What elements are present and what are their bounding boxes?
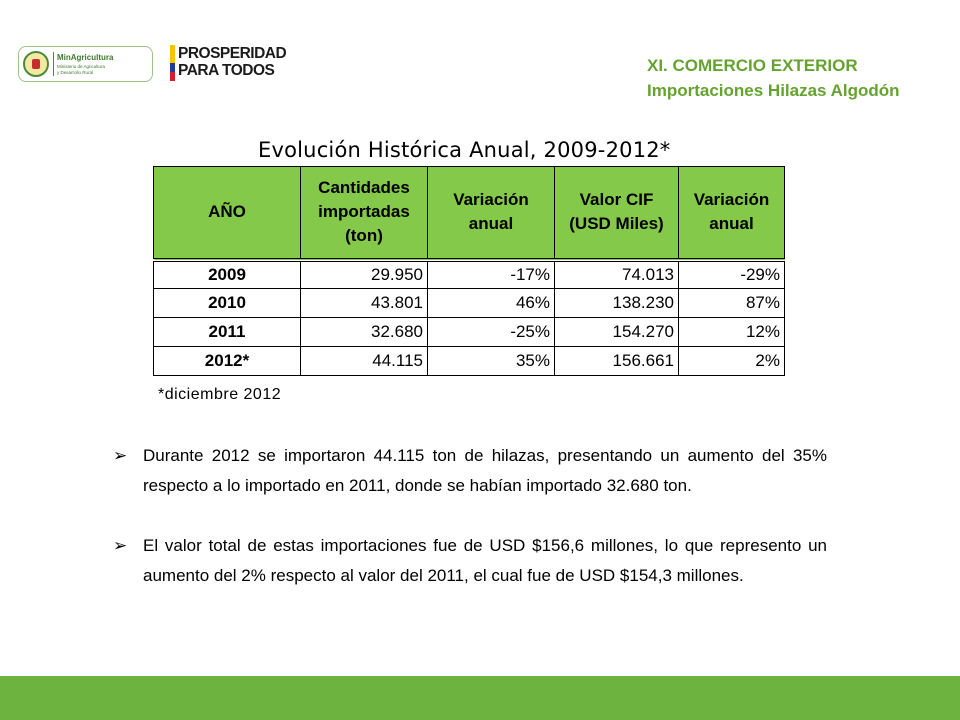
ministry-logo-sub1: Ministerio de Agricultura	[57, 64, 106, 69]
header-year: AÑO	[153, 166, 301, 260]
flag-stripe-yellow	[170, 45, 175, 63]
table-title: Evolución Histórica Anual, 2009-2012*	[258, 138, 671, 162]
cell-year: 2010	[153, 288, 301, 318]
header-variation-cif: Variación anual	[678, 166, 785, 260]
slogan-line-2: PARA TODOS	[178, 62, 275, 79]
table-row: 2011 32.680 -25% 154.270 12%	[153, 317, 785, 347]
summary-bullets: ➢ Durante 2012 se importaron 44.115 ton …	[113, 441, 827, 621]
slogan-line-1: PROSPERIDAD	[178, 45, 287, 62]
table-footnote: *diciembre 2012	[158, 386, 282, 403]
table-row: 2009 29.950 -17% 74.013 -29%	[153, 257, 785, 289]
cell-variation-cif: -29%	[678, 257, 785, 289]
arrow-bullet-icon: ➢	[113, 536, 128, 555]
header-quantity: Cantidades importadas (ton)	[300, 166, 428, 260]
cell-cif-value: 74.013	[554, 257, 679, 289]
cell-variation-cif: 2%	[678, 346, 785, 376]
coat-of-arms-icon	[23, 51, 49, 77]
cell-cif-value: 156.661	[554, 346, 679, 376]
section-heading: XI. COMERCIO EXTERIOR Importaciones Hila…	[647, 53, 934, 103]
cell-quantity: 32.680	[300, 317, 428, 347]
arrow-bullet-icon: ➢	[113, 446, 128, 465]
table-row: 2010 43.801 46% 138.230 87%	[153, 288, 785, 318]
cell-variation-cif: 87%	[678, 288, 785, 318]
cell-quantity: 43.801	[300, 288, 428, 318]
cell-cif-value: 154.270	[554, 317, 679, 347]
header-cif-value: Valor CIF (USD Miles)	[554, 166, 679, 260]
cell-year: 2011	[153, 317, 301, 347]
cell-year: 2009	[153, 257, 301, 289]
section-subtitle: Importaciones Hilazas Algodón	[647, 81, 900, 100]
ministry-logo-sub2: y Desarrollo Rural	[57, 70, 94, 75]
imports-table: AÑO Cantidades importadas (ton) Variació…	[153, 166, 785, 376]
footer-bar	[0, 676, 960, 720]
bullet-item: ➢ Durante 2012 se importaron 44.115 ton …	[113, 441, 827, 501]
section-title: XI. COMERCIO EXTERIOR	[647, 56, 858, 75]
logo-divider	[53, 52, 54, 76]
cell-variation-qty: 35%	[427, 346, 555, 376]
cell-variation-qty: 46%	[427, 288, 555, 318]
cell-variation-qty: -25%	[427, 317, 555, 347]
ministry-logo-name: MinAgricultura	[57, 53, 114, 62]
flag-stripe-red	[170, 72, 175, 81]
cell-quantity: 44.115	[300, 346, 428, 376]
bullet-text: Durante 2012 se importaron 44.115 ton de…	[143, 446, 827, 495]
prosperidad-logo: PROSPERIDAD PARA TODOS	[170, 45, 310, 81]
ministry-logo: MinAgricultura Ministerio de Agricultura…	[18, 46, 153, 82]
cell-variation-qty: -17%	[427, 257, 555, 289]
table-row: 2012* 44.115 35% 156.661 2%	[153, 346, 785, 376]
cell-year: 2012*	[153, 346, 301, 376]
cell-quantity: 29.950	[300, 257, 428, 289]
table-header-row: AÑO Cantidades importadas (ton) Variació…	[153, 166, 785, 260]
cell-variation-cif: 12%	[678, 317, 785, 347]
cell-cif-value: 138.230	[554, 288, 679, 318]
flag-stripe-blue	[170, 63, 175, 72]
bullet-item: ➢ El valor total de estas importaciones …	[113, 531, 827, 591]
header-variation-qty: Variación anual	[427, 166, 555, 260]
bullet-text: El valor total de estas importaciones fu…	[143, 536, 827, 585]
